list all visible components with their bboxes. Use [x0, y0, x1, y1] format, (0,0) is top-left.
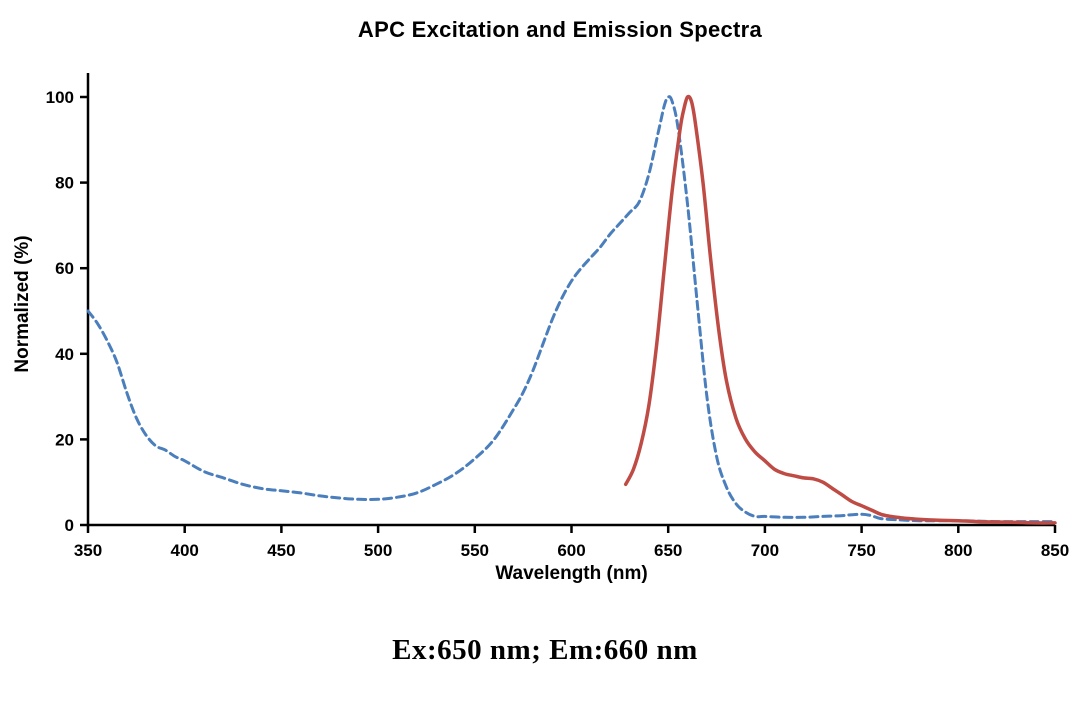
ex-em-caption: Ex:650 nm; Em:660 nm	[392, 634, 698, 666]
x-tick-label: 550	[461, 541, 489, 560]
x-tick-label: 750	[847, 541, 875, 560]
y-tick-label: 60	[55, 259, 74, 278]
x-axis-label: Wavelength (nm)	[495, 563, 648, 584]
y-tick-label: 80	[55, 174, 74, 193]
y-tick-label: 100	[46, 88, 74, 107]
x-tick-label: 500	[364, 541, 392, 560]
x-tick-label: 800	[944, 541, 972, 560]
x-tick-label: 350	[74, 541, 102, 560]
series-emission-curve	[623, 94, 1057, 525]
x-tick-label: 450	[267, 541, 295, 560]
x-tick-label: 700	[751, 541, 779, 560]
x-tick-label: 850	[1041, 541, 1069, 560]
x-tick-label: 600	[557, 541, 585, 560]
axes-spines	[86, 73, 1055, 527]
y-tick-label: 0	[65, 516, 74, 535]
chart-title: APC Excitation and Emission Spectra	[357, 17, 763, 42]
y-tick-label: 20	[55, 430, 74, 449]
spectra-chart: 350 400 450 500 550 600 650 700 750 800 850 0 20 40 60…	[46, 73, 1069, 560]
y-tick-label: 40	[55, 345, 74, 364]
series-excitation-curve	[86, 95, 1057, 524]
x-tick-label: 650	[654, 541, 682, 560]
y-axis-label: Normalized (%)	[12, 235, 33, 373]
x-tick-label: 400	[171, 541, 199, 560]
